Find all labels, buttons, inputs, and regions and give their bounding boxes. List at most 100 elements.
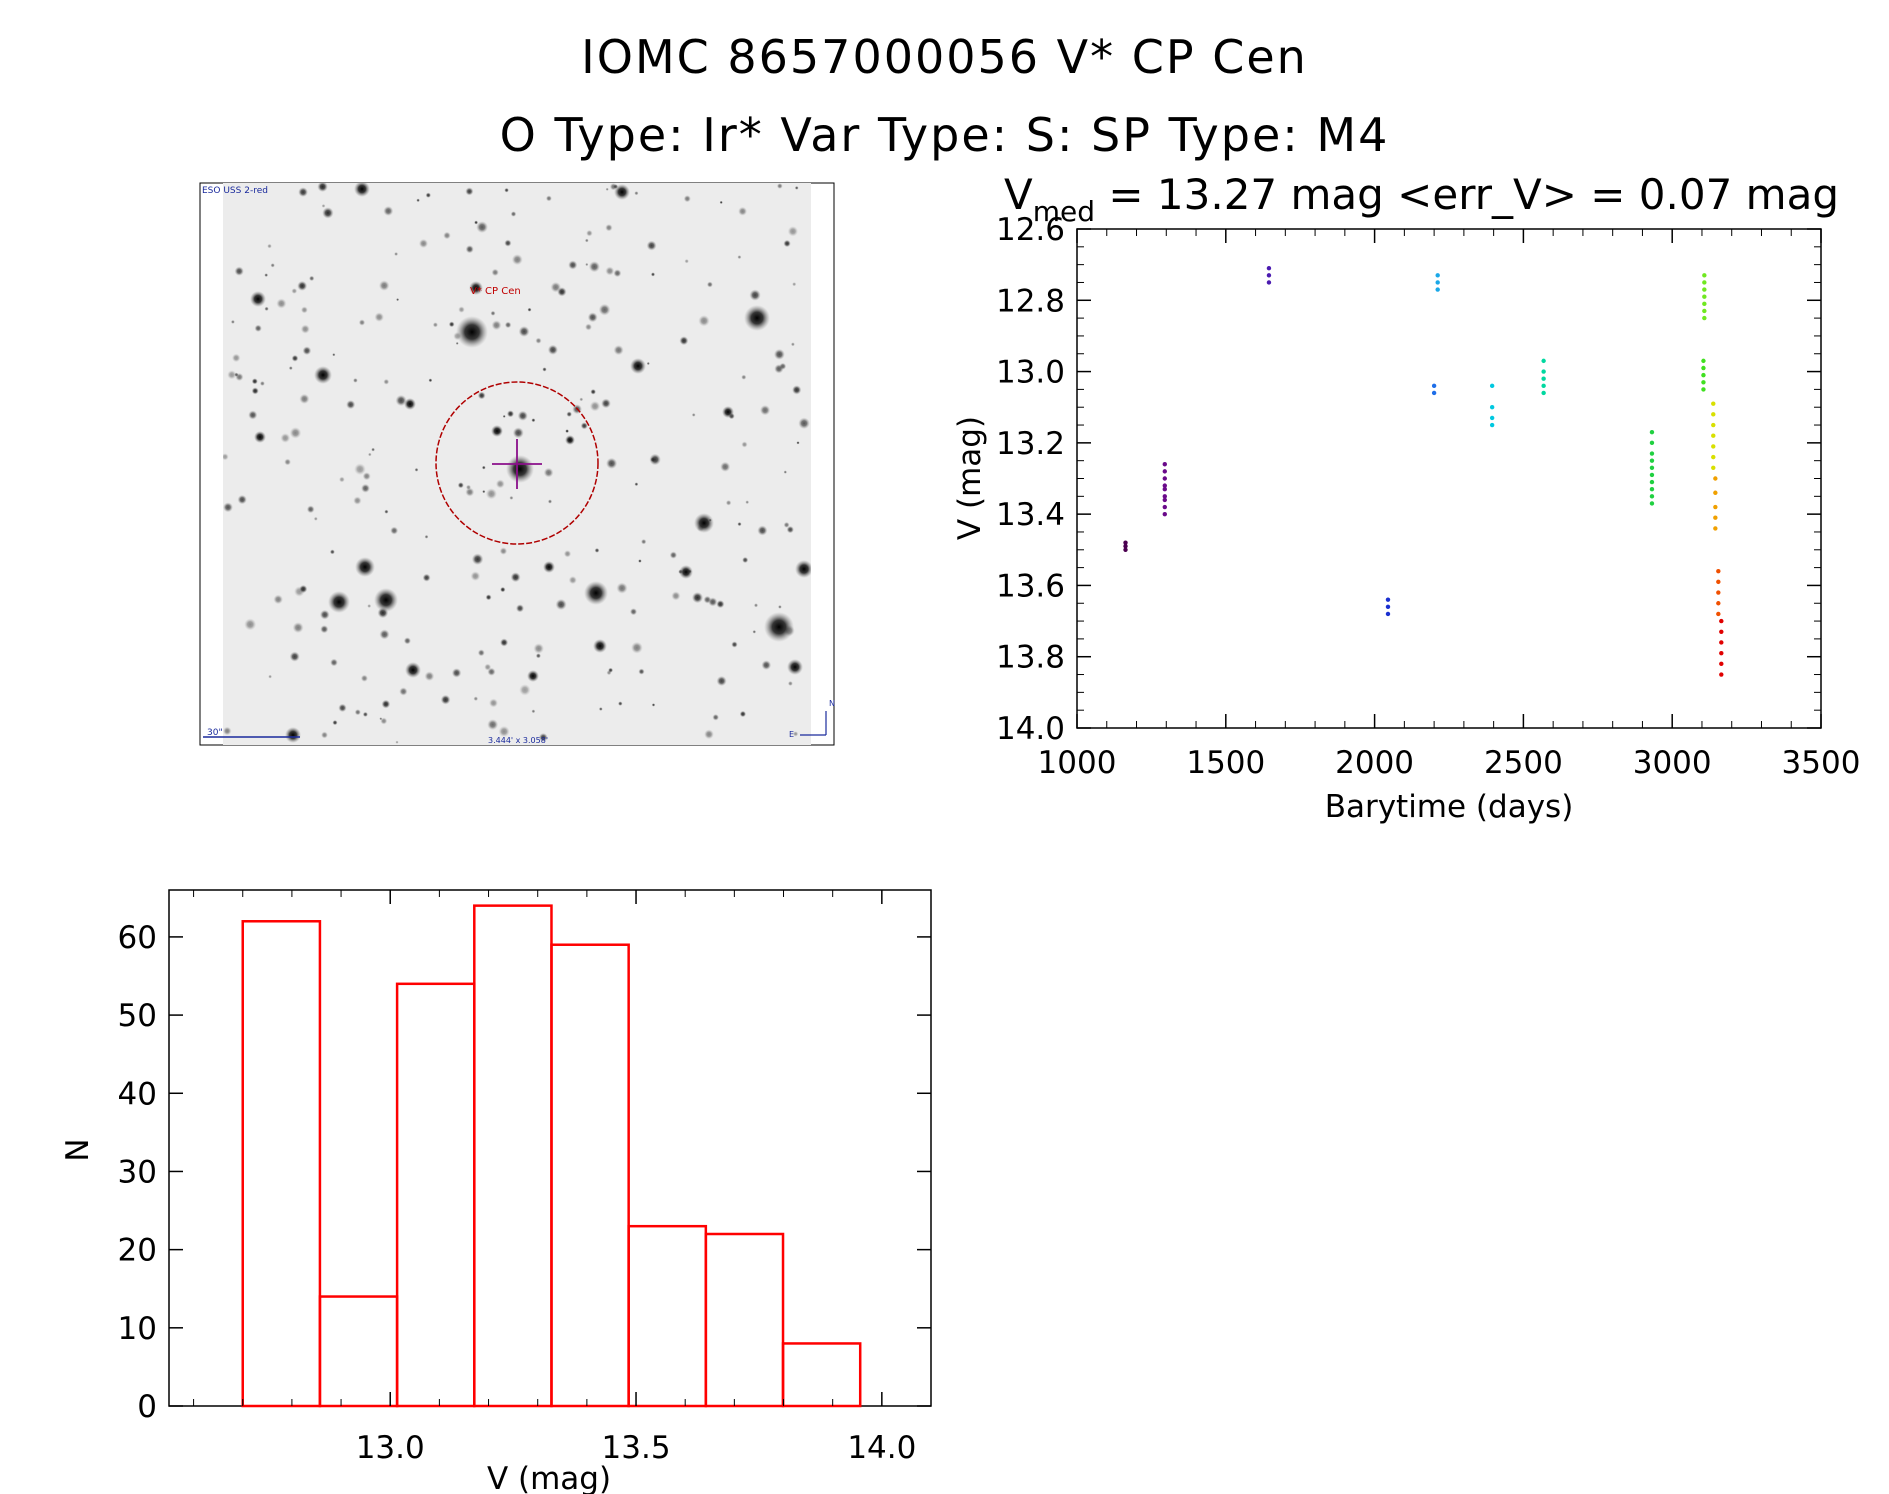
finder-star [527, 670, 539, 682]
finder-star [346, 400, 356, 410]
finder-star [759, 405, 771, 416]
finder-star [298, 187, 308, 198]
lc-x-tick-label: 2500 [1484, 745, 1563, 781]
finder-star [395, 740, 399, 744]
finder-star [634, 482, 639, 487]
finder-star [757, 525, 768, 536]
lc-data-point [1702, 280, 1707, 285]
finder-star [783, 239, 791, 248]
finder-star [355, 557, 375, 577]
lc-data-point [1266, 280, 1272, 285]
light-curve-chart: Vmed = 13.27 mag <err_V> = 0.07 mag 1000… [952, 170, 1860, 825]
finder-star [679, 336, 689, 346]
finder-star [563, 550, 572, 558]
lc-data-point [1649, 440, 1655, 446]
finder-star [683, 195, 691, 203]
finder-star [565, 435, 575, 445]
finder-star [598, 303, 611, 316]
finder-star [752, 630, 757, 634]
finder-star [798, 417, 810, 430]
lc-x-tick-label: 3500 [1782, 745, 1861, 781]
finder-star [679, 565, 693, 579]
finder-aperture-circle [435, 381, 599, 545]
finder-star [753, 603, 759, 608]
lc-data-point [1719, 629, 1724, 634]
finder-star [783, 521, 790, 528]
lc-title: Vmed = 13.27 mag <err_V> = 0.07 mag [1004, 170, 1839, 228]
finder-star [485, 594, 492, 601]
lc-x-tick-label: 1500 [1186, 745, 1265, 781]
lc-data-point [1719, 650, 1724, 656]
finder-star [778, 605, 782, 609]
hist-bar [781, 1342, 862, 1408]
finder-star [395, 394, 407, 407]
lc-y-tick-label: 14.0 [996, 711, 1065, 747]
finder-star [616, 582, 628, 594]
finder-star [332, 353, 336, 357]
finder-star [300, 306, 308, 314]
finder-star [223, 453, 229, 461]
lc-data-point [1713, 515, 1718, 520]
finder-star [684, 259, 689, 264]
finder-star [284, 458, 291, 466]
finder-star [484, 663, 492, 671]
finder-star-field [223, 183, 811, 744]
finder-star [418, 238, 429, 249]
finder-star [317, 183, 328, 192]
finder-star [694, 513, 714, 533]
hist-y-tick-label: 60 [118, 920, 157, 956]
finder-star [234, 372, 239, 377]
finder-star [533, 643, 544, 654]
lc-y-tick-label: 12.6 [996, 212, 1065, 248]
finder-star [491, 268, 499, 277]
hist-x-tick-label: 14.0 [847, 1430, 916, 1466]
finder-star [268, 674, 272, 679]
finder-star [443, 231, 451, 240]
lc-data-point [1711, 412, 1716, 417]
lc-data-point [1649, 479, 1655, 485]
lc-data-point [1711, 433, 1716, 438]
finder-star [394, 252, 399, 256]
finder-star [631, 641, 643, 654]
finder-star [322, 207, 334, 219]
finder-star [613, 345, 624, 356]
finder-star [458, 306, 465, 313]
finder-star [244, 618, 257, 631]
finder-star [749, 289, 761, 301]
lc-data-point [1266, 273, 1272, 278]
finder-star [250, 291, 266, 307]
lc-data-point [1649, 429, 1655, 435]
finder-star [329, 549, 335, 555]
finder-star [566, 411, 572, 418]
lc-data-point [1702, 273, 1707, 278]
finder-star [354, 709, 361, 716]
finder-star [399, 687, 408, 696]
finder-star [613, 269, 622, 278]
finder-star [651, 703, 656, 707]
lc-x-tick-label: 3000 [1633, 745, 1712, 781]
finder-star [291, 354, 299, 362]
finder-star [649, 453, 661, 466]
finder-star [299, 393, 310, 404]
finder-star [598, 707, 603, 711]
finder-star [288, 366, 293, 371]
finder-star [425, 192, 431, 198]
lc-y-axis-label: V (mag) [952, 416, 988, 540]
finder-star [380, 717, 388, 725]
finder-star [531, 709, 536, 714]
finder-star [790, 342, 795, 347]
finder-star [792, 282, 797, 287]
finder-star [641, 539, 647, 545]
lc-title-rest: = 13.27 mag <err_V> = 0.07 mag [1095, 170, 1839, 219]
finder-star [504, 321, 512, 329]
finder-star [511, 254, 523, 266]
finder-star [565, 429, 569, 433]
lc-data-point [1716, 601, 1721, 606]
lc-y-tick-label: 13.8 [996, 640, 1065, 676]
lc-data-point [1649, 472, 1655, 478]
chart-title-line2: O Type: Ir* Var Type: S: SP Type: M4 [499, 108, 1390, 162]
finder-star [535, 653, 542, 659]
finder-star [276, 298, 287, 309]
finder-star [491, 425, 503, 437]
finder-star [251, 378, 258, 385]
